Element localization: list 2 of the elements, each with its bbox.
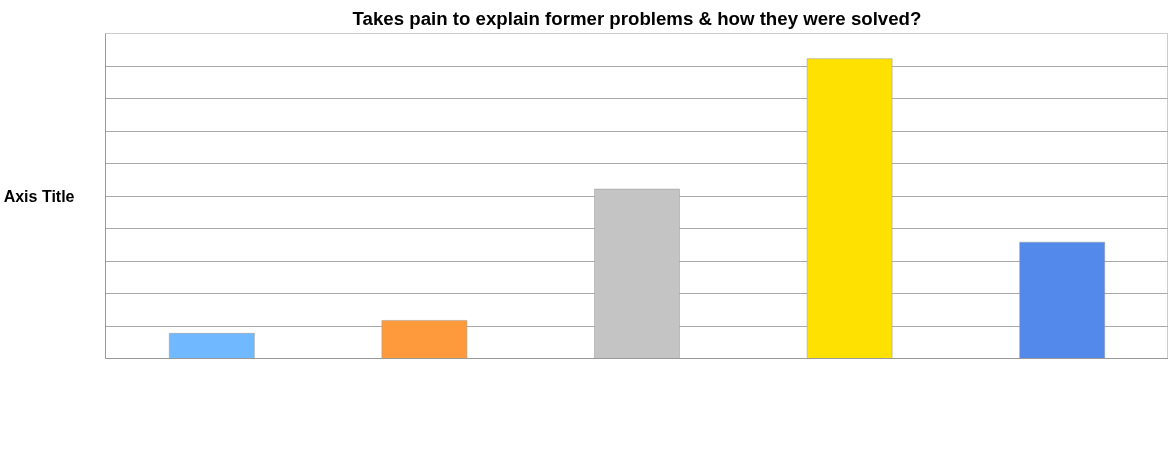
y-axis-title: Axis Title — [3, 187, 75, 205]
chart-title: Takes pain to explain former problems & how they were solved? — [352, 7, 922, 29]
